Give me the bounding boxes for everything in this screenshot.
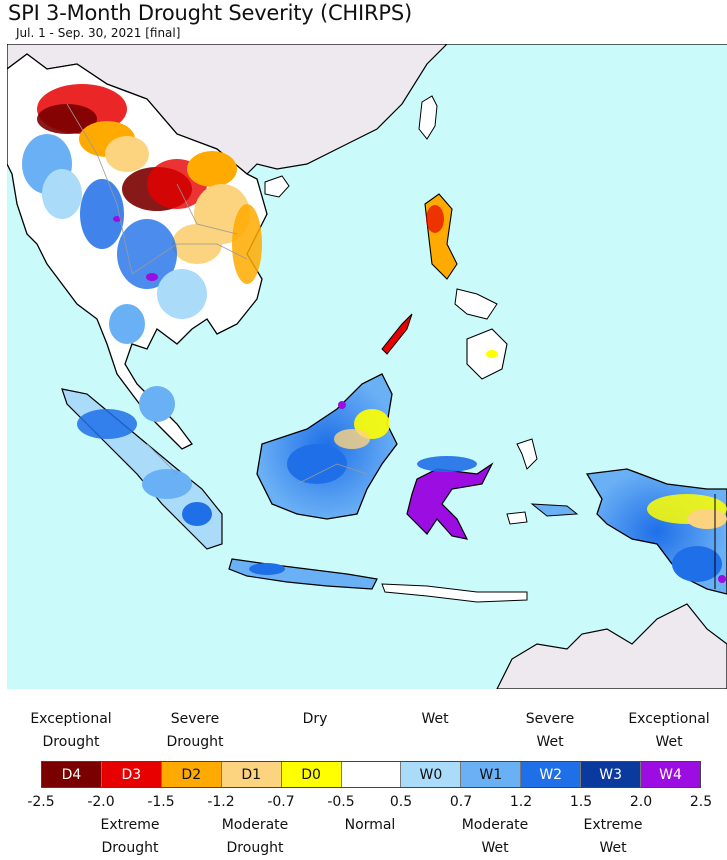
legend-color-scale: D4 D3 D2 D1 D0 W0 W1 W2 W3 W4	[41, 761, 701, 788]
sulawesi-island	[406, 462, 494, 540]
legend-label-exceptional-drought: Exceptional Drought	[30, 711, 112, 750]
map-title: SPI 3-Month Drought Severity (CHIRPS)	[8, 1, 412, 25]
legend-tick: 1.2	[509, 794, 533, 810]
legend-tick: -2.5	[27, 794, 55, 810]
legend-box-d0: D0	[281, 762, 342, 787]
mainland-drought-patches	[22, 84, 262, 422]
map-subtitle: Jul. 1 - Sep. 30, 2021 [final]	[16, 26, 181, 40]
drought-map	[7, 44, 727, 689]
legend-box-w0: W0	[401, 762, 462, 787]
legend-box-d1: D1	[221, 762, 282, 787]
country-borders	[66, 103, 368, 485]
legend-box-d4: D4	[42, 762, 102, 787]
palawan-island	[381, 313, 413, 355]
legend-tick: -1.2	[207, 794, 235, 810]
legend-box-d2: D2	[161, 762, 222, 787]
legend-label-normal: Normal	[344, 817, 396, 833]
legend-tick: 2.0	[629, 794, 653, 810]
legend-label-dry: Dry	[302, 711, 328, 727]
legend: Exceptional Drought Severe Drought Dry Wet…	[0, 700, 727, 858]
legend-label-severe-wet: Severe Wet	[525, 711, 575, 750]
hainan-island	[264, 175, 290, 198]
philippines-visayas	[454, 288, 498, 320]
legend-label-exceptional-wet: Exceptional Wet	[628, 711, 710, 750]
legend-box-normal	[341, 762, 402, 787]
maluku-buru	[506, 511, 528, 525]
legend-tick: 0.5	[389, 794, 413, 810]
legend-label-extreme-drought: Extreme Drought	[100, 817, 160, 856]
legend-label-moderate-wet: Moderate Wet	[461, 817, 529, 856]
legend-tick: 1.5	[569, 794, 593, 810]
legend-box-w4: W4	[641, 762, 700, 787]
legend-tick: -2.0	[87, 794, 115, 810]
australia-landmass	[496, 603, 727, 689]
maluku-seram	[530, 503, 579, 517]
legend-label-moderate-drought: Moderate Drought	[221, 817, 289, 856]
legend-tick: -0.7	[267, 794, 295, 810]
taiwan-island	[418, 95, 438, 140]
map-frame	[7, 44, 727, 689]
legend-label-extreme-wet: Extreme Wet	[583, 817, 643, 856]
legend-tick: -0.5	[327, 794, 355, 810]
legend-box-w1: W1	[461, 762, 522, 787]
legend-label-severe-drought: Severe Drought	[166, 711, 224, 750]
legend-box-d3: D3	[101, 762, 162, 787]
legend-box-w2: W2	[521, 762, 582, 787]
legend-tick: -1.5	[147, 794, 175, 810]
legend-label-wet: Wet	[421, 711, 449, 727]
legend-tick: 2.5	[689, 794, 713, 810]
legend-box-w3: W3	[581, 762, 642, 787]
lesser-sunda-islands	[381, 583, 528, 603]
maluku-halmahera	[516, 438, 538, 470]
legend-tick: 0.7	[449, 794, 473, 810]
